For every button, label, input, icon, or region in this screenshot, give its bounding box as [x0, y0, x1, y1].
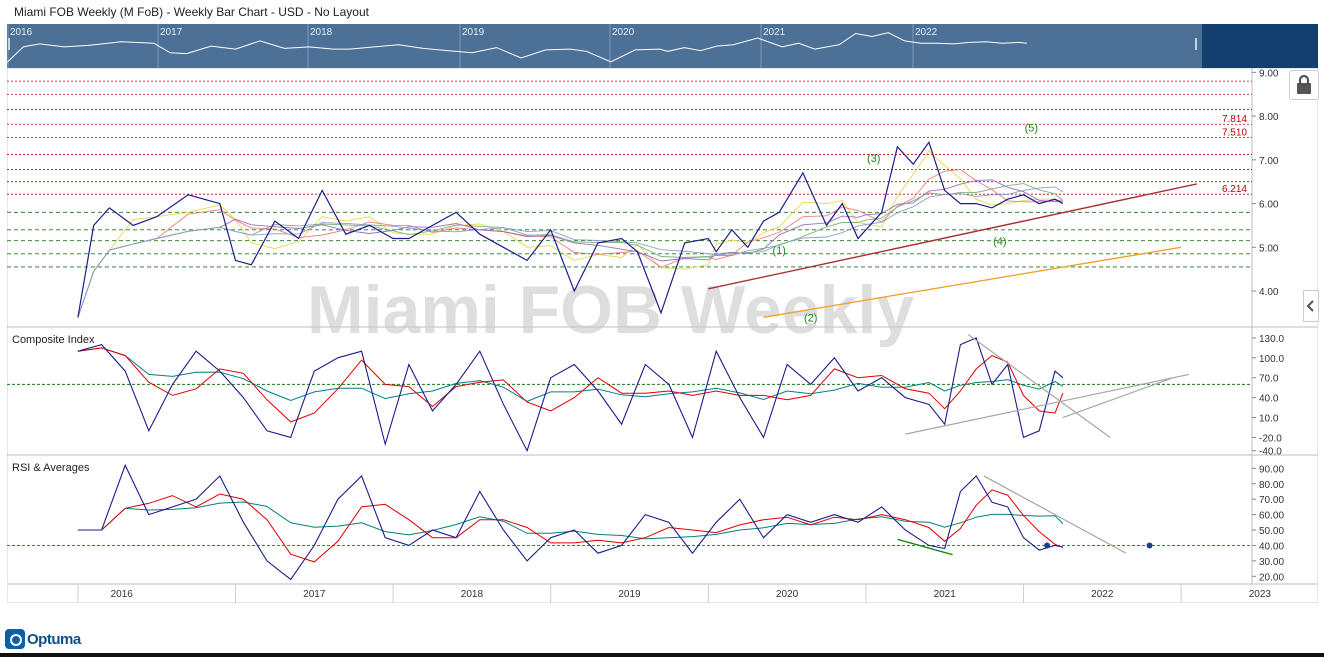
price-y-tick-label: 8.00: [1259, 112, 1279, 123]
composite-trendline-up: [905, 373, 1190, 435]
price-moving-average: [77, 179, 1063, 318]
chart-area[interactable]: 7.814 7.510 6.214 Miami FOB Weekly (1) (2) (3)…: [7, 68, 1318, 603]
price-y-tick-label: 6.00: [1259, 200, 1279, 211]
x-axis-year-label: 2023: [1249, 589, 1272, 600]
price-moving-average: [77, 183, 1064, 318]
oscillator-line: [77, 337, 1064, 453]
rsi-divergence-line: [897, 538, 953, 556]
oscillator-y-tick-label: 80.00: [1259, 480, 1284, 491]
chart-frame: [7, 68, 1318, 603]
fast-average-line: [77, 347, 1064, 423]
collapse-panel-button[interactable]: [1303, 290, 1319, 322]
oscillator-y-tick-label: 70.00: [1259, 495, 1284, 506]
price-moving-average: [77, 186, 1064, 318]
wave-label: (3): [867, 153, 880, 165]
price-moving-average: [77, 169, 1063, 318]
oscillator-y-tick-label: 40.0: [1259, 394, 1279, 405]
brand-logo: Optuma: [5, 628, 81, 650]
wave-label: (2): [804, 313, 817, 325]
overview-year-label: 2016: [10, 27, 33, 38]
chevron-left-icon: [1306, 300, 1314, 312]
price-y-tick-label: 9.00: [1259, 68, 1279, 79]
price-level-label: 7.814: [1222, 114, 1247, 125]
chart-title: Miami FOB Weekly (M FoB) - Weekly Bar Ch…: [14, 5, 369, 19]
oscillator-y-tick-label: 130.0: [1259, 334, 1284, 345]
x-axis-year-label: 2018: [461, 589, 484, 600]
overview-right-panel: [1202, 24, 1318, 70]
x-axis-year-label: 2016: [111, 589, 134, 600]
x-axis-year-label: 2019: [618, 589, 641, 600]
x-axis-year-label: 2022: [1091, 589, 1114, 600]
rsi-marker-dot: [1146, 542, 1153, 549]
price-level-label: 6.214: [1222, 184, 1247, 195]
oscillator-line: [77, 463, 1064, 581]
lock-icon: [1297, 74, 1311, 94]
x-axis-year-label: 2021: [934, 589, 957, 600]
oscillator-y-tick-label: 70.0: [1259, 374, 1279, 385]
panel-title: Composite Index: [12, 334, 95, 346]
oscillator-y-tick-label: 90.00: [1259, 464, 1284, 475]
trendline-lower: [763, 246, 1182, 318]
oscillator-y-tick-label: 10.0: [1259, 414, 1279, 425]
panel-title: RSI & Averages: [12, 462, 90, 474]
oscillator-y-tick-label: 60.00: [1259, 511, 1284, 522]
wave-label: (5): [1025, 122, 1038, 134]
optuma-logo-icon: [5, 629, 25, 649]
brand-name: Optuma: [27, 630, 81, 648]
composite-trendline-short: [1062, 377, 1174, 419]
wave-label: (1): [772, 245, 785, 257]
overview-right-handle: [1195, 38, 1197, 50]
overview-background: [7, 24, 1202, 70]
overview-year-label: 2020: [612, 27, 635, 38]
watermark: Miami FOB Weekly: [307, 272, 914, 348]
rsi-trendline-down: [983, 475, 1127, 554]
oscillator-y-tick-label: 100.0: [1259, 354, 1284, 365]
price-y-tick-label: 4.00: [1259, 287, 1279, 298]
overview-year-label: 2021: [763, 27, 786, 38]
slow-average-line: [77, 347, 1064, 402]
price-y-tick-label: 5.00: [1259, 243, 1279, 254]
composite-trendline-down: [967, 334, 1111, 438]
overview-year-label: 2017: [160, 27, 183, 38]
price-y-tick-label: 7.00: [1259, 156, 1279, 167]
price-line: [77, 140, 1064, 318]
price-level-label: 7.510: [1222, 128, 1247, 139]
overview-year-label: 2018: [310, 27, 333, 38]
rsi-marker-dot: [1044, 542, 1051, 549]
wave-label: (4): [993, 236, 1006, 248]
fast-average-line: [77, 489, 1064, 563]
oscillator-y-tick-label: -40.0: [1259, 447, 1282, 458]
bottom-border: [0, 653, 1324, 657]
x-axis-year-label: 2017: [303, 589, 326, 600]
overview-price-line: [7, 32, 1028, 63]
x-axis-year-label: 2020: [776, 589, 799, 600]
trendline-upper: [708, 183, 1197, 290]
oscillator-y-tick-label: 40.00: [1259, 541, 1284, 552]
oscillator-y-tick-label: -20.0: [1259, 433, 1282, 444]
overview-year-label: 2019: [462, 27, 485, 38]
slow-average-line: [77, 501, 1064, 540]
lock-button[interactable]: [1289, 70, 1319, 100]
overview-left-handle: [8, 38, 10, 50]
oscillator-y-tick-label: 50.00: [1259, 526, 1284, 537]
overview-year-label: 2022: [915, 27, 938, 38]
overview-navigator[interactable]: 2016 2017 2018 2019 2020 2021 2022: [7, 24, 1318, 70]
oscillator-y-tick-label: 30.00: [1259, 557, 1284, 568]
oscillator-y-tick-label: 20.00: [1259, 572, 1284, 583]
